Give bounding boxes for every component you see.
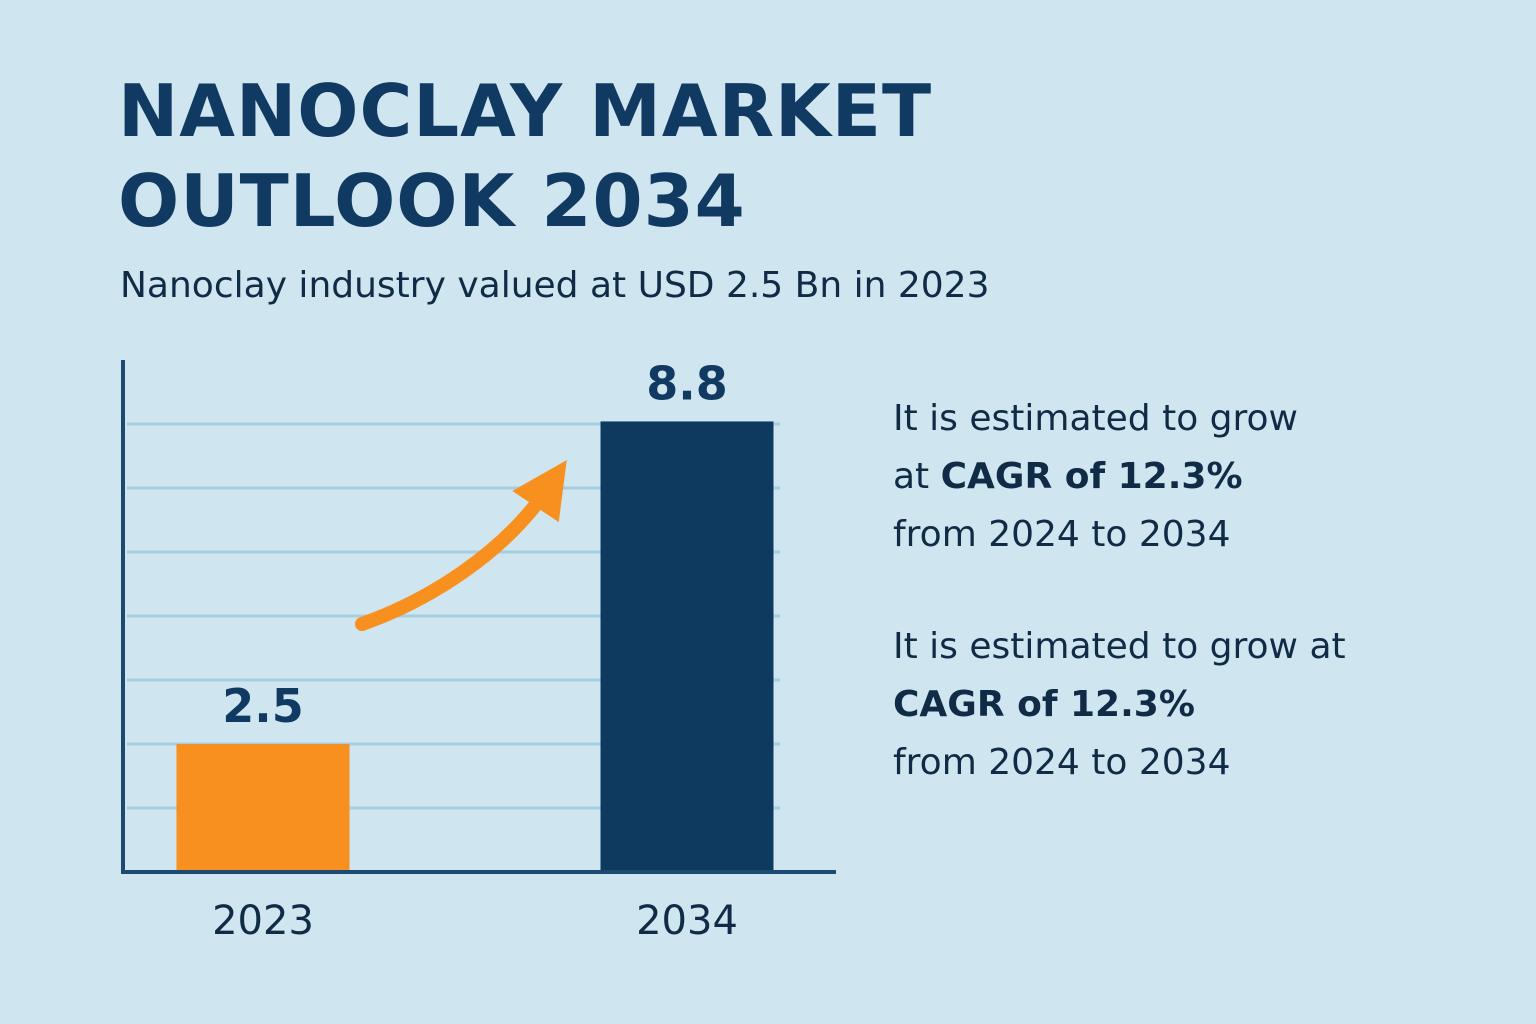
axes	[121, 360, 836, 874]
data-label-2023: 2.5	[222, 679, 304, 733]
x-tick-label-2034: 2034	[636, 898, 738, 944]
note-1-line-2: at CAGR of 12.3%	[893, 448, 1298, 506]
note-1-line-2-prefix: at	[893, 456, 941, 497]
upward-trend-arrow	[355, 460, 567, 631]
note-1-line-1: It is estimated to grow	[893, 398, 1298, 439]
title-line-1: NANOCLAY MARKET	[118, 69, 933, 153]
growth-note-1: It is estimated to grow at CAGR of 12.3%…	[893, 390, 1298, 564]
subtitle: Nanoclay industry valued at USD 2.5 Bn i…	[120, 265, 990, 306]
note-1-line-3: from 2024 to 2034	[893, 514, 1231, 555]
bar-2023	[176, 744, 350, 872]
data-label-2034: 8.8	[646, 356, 728, 410]
note-2-line-1: It is estimated to grow at	[893, 626, 1346, 667]
growth-note-2: It is estimated to grow at CAGR of 12.3%…	[893, 618, 1346, 792]
note-2-cagr: CAGR of 12.3%	[893, 684, 1195, 725]
note-2-line-3: from 2024 to 2034	[893, 742, 1231, 783]
title-line-2: OUTLOOK 2034	[118, 159, 746, 243]
labels: 2.5 2023 8.8 2034	[212, 356, 738, 944]
bars	[176, 421, 774, 872]
note-1-cagr: CAGR of 12.3%	[940, 456, 1243, 497]
x-tick-label-2023: 2023	[212, 898, 314, 944]
note-2-line-2: CAGR of 12.3%	[893, 676, 1346, 734]
page-title: NANOCLAY MARKET OUTLOOK 2034	[118, 66, 1018, 246]
bar-2034	[600, 421, 774, 872]
